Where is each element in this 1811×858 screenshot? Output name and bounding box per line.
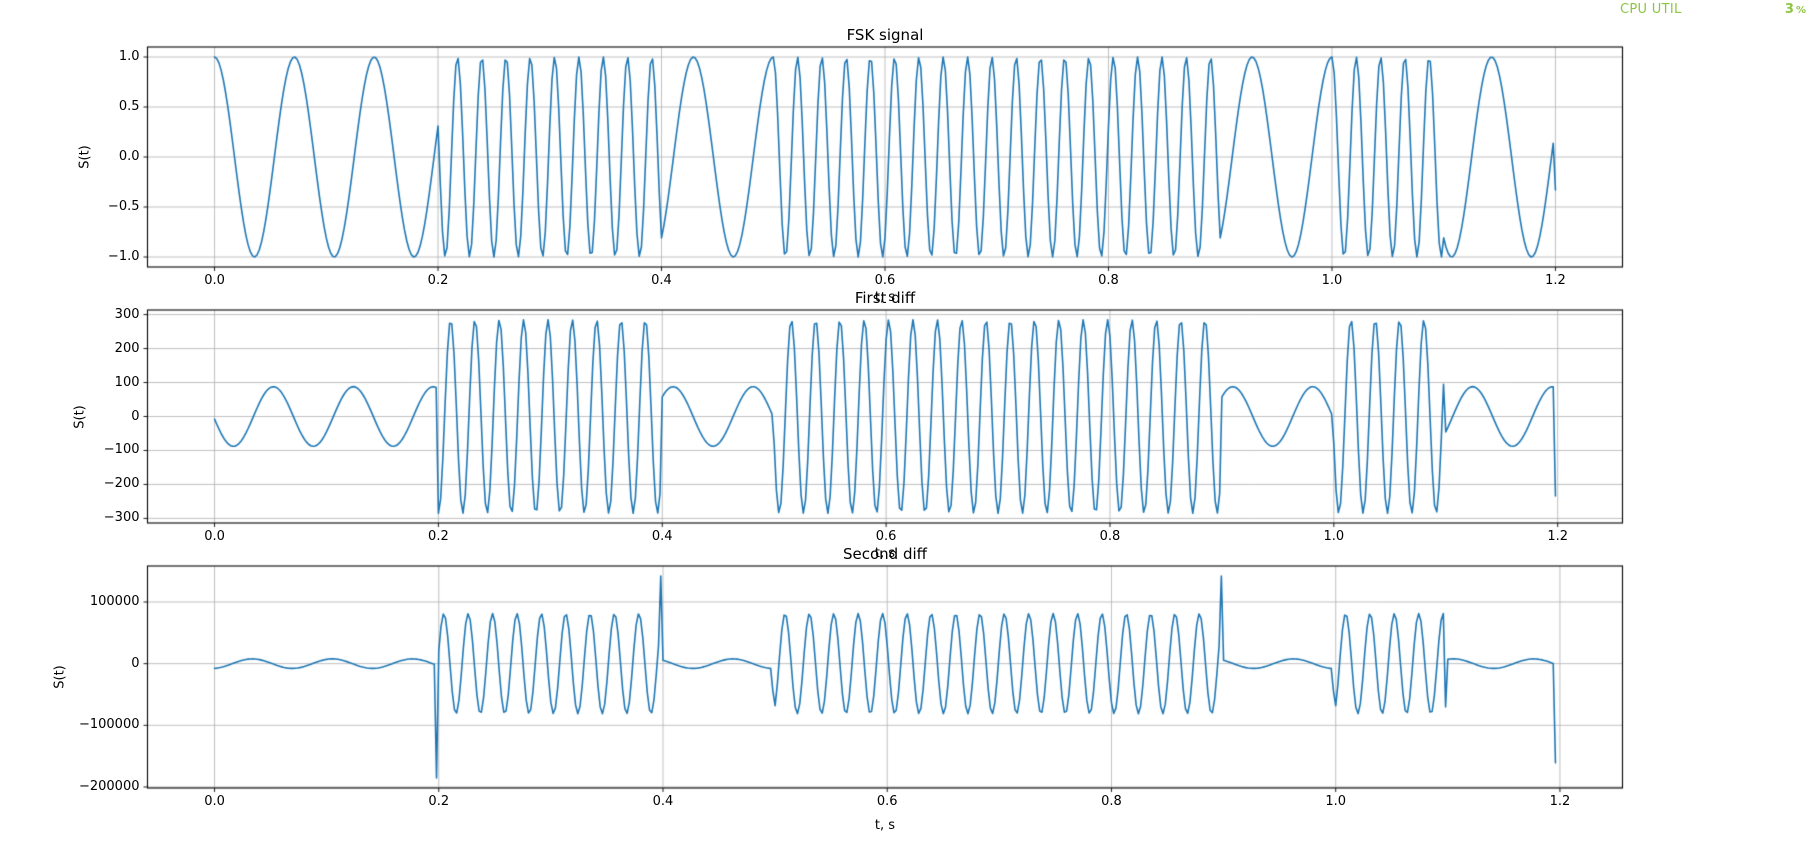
- x-tick-label: 0.6: [875, 529, 897, 544]
- x-tick-label: 0.6: [874, 273, 896, 288]
- cpu-util-badge: CPU UTIL 3%: [1620, 2, 1806, 17]
- x-tick-label: 1.2: [1545, 273, 1566, 288]
- subplot-1-title: FSK signal: [846, 26, 924, 44]
- y-tick-label: 100: [114, 374, 140, 390]
- subplot-3-xlabel: t, s: [874, 818, 896, 833]
- x-tick-label: 0.8: [1101, 794, 1122, 809]
- x-tick-label: 0.0: [204, 794, 225, 809]
- x-tick-label: 0.8: [1098, 273, 1119, 288]
- x-tick-label: 1.0: [1321, 273, 1343, 288]
- x-tick-label: 0.2: [428, 529, 449, 544]
- y-tick-label: −200000: [78, 778, 140, 794]
- x-tick-label: 0.4: [652, 794, 674, 809]
- x-tick-label: 0.4: [651, 529, 673, 544]
- x-tick-label: 1.0: [1325, 794, 1347, 809]
- y-tick-label: 0: [131, 655, 140, 671]
- x-tick-label: 0.2: [428, 794, 450, 809]
- x-tick-label: 0.8: [1099, 529, 1121, 544]
- subplot-3-title: Second diff: [843, 545, 927, 563]
- x-tick-label: 0.0: [204, 273, 225, 288]
- x-tick-label: 1.2: [1547, 529, 1569, 544]
- y-tick-label: 100000: [89, 593, 140, 609]
- y-tick-label: 300: [114, 306, 140, 322]
- y-tick-label: −300: [103, 510, 140, 526]
- y-tick-label: −100000: [78, 717, 140, 733]
- subplot-2-title: First diff: [854, 289, 916, 307]
- x-tick-label: 1.2: [1549, 794, 1571, 809]
- y-tick-label: 0.0: [118, 149, 140, 164]
- y-tick-label: 0.5: [118, 99, 140, 114]
- x-tick-label: 0.6: [876, 794, 898, 809]
- x-tick-label: 0.0: [204, 529, 225, 544]
- cpu-util-label: CPU UTIL: [1620, 2, 1682, 17]
- y-tick-label: 0: [131, 408, 140, 424]
- subplot-1-xlabel: t, s: [874, 290, 896, 305]
- y-tick-label: −1.0: [107, 249, 140, 264]
- cpu-util-value: 3: [1784, 2, 1794, 17]
- y-tick-label: −0.5: [107, 199, 140, 214]
- cpu-util-unit: %: [1795, 5, 1806, 16]
- y-tick-label: 200: [114, 340, 140, 356]
- x-tick-label: 1.0: [1323, 529, 1345, 544]
- x-tick-label: 0.2: [427, 273, 449, 288]
- subplot-3-ylabel: S(t): [52, 665, 68, 689]
- x-tick-label: 0.4: [651, 273, 672, 288]
- y-tick-label: −200: [103, 476, 140, 492]
- subplot-1-ylabel: S(t): [77, 145, 93, 169]
- subplot-2-xlabel: t, s: [874, 546, 896, 561]
- cpu-util-value-group: 3%: [1785, 2, 1806, 17]
- y-tick-label: 1.0: [118, 49, 140, 64]
- y-tick-label: −100: [103, 442, 140, 458]
- subplot-2-ylabel: S(t): [72, 404, 88, 429]
